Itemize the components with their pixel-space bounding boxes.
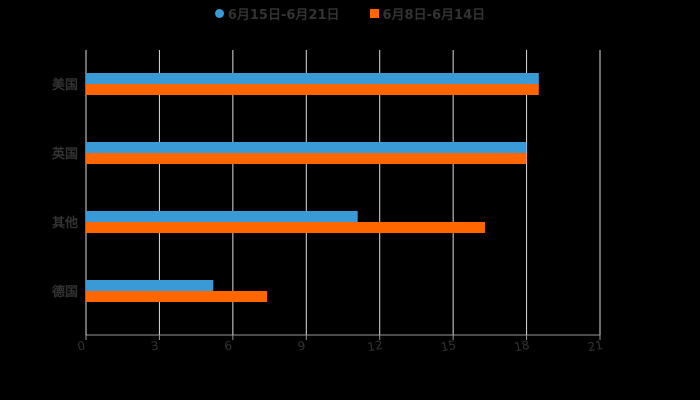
gridlines — [85, 50, 601, 335]
bar[interactable] — [86, 280, 214, 291]
bar[interactable] — [86, 153, 527, 164]
bar[interactable] — [86, 211, 358, 222]
x-tick-label: 18 — [513, 338, 530, 354]
y-category-label: 英国 — [51, 146, 78, 162]
bar[interactable] — [86, 142, 527, 153]
circle-marker-icon — [214, 8, 224, 18]
x-tick-label: 9 — [297, 339, 307, 354]
x-tick-label: 12 — [366, 338, 383, 354]
y-category-label: 德国 — [52, 284, 78, 300]
legend-item-week-jun15[interactable]: 6月15日-6月21日 — [214, 4, 340, 23]
chart-legend: 6月15日-6月21日 6月8日-6月14日 — [0, 4, 700, 23]
x-axis: 0 3 6 9 12 15 18 21 — [76, 334, 604, 354]
x-tick-label: 15 — [440, 338, 457, 354]
legend-label: 6月15日-6月21日 — [227, 7, 340, 23]
square-marker-icon — [369, 8, 379, 18]
x-tick-label: 6 — [223, 339, 233, 354]
bar[interactable] — [86, 222, 485, 233]
y-category-label: 美国 — [52, 77, 78, 93]
legend-label: 6月8日-6月14日 — [382, 7, 486, 23]
x-tick-label: 21 — [587, 338, 604, 354]
bars — [86, 73, 539, 302]
legend-item-week-jun8[interactable]: 6月8日-6月14日 — [369, 4, 486, 23]
bar[interactable] — [86, 73, 539, 84]
x-tick-label: 3 — [150, 339, 160, 354]
bar[interactable] — [86, 291, 268, 302]
y-category-label: 其他 — [52, 215, 78, 231]
x-tick-label: 0 — [76, 339, 86, 354]
bar[interactable] — [86, 84, 539, 95]
